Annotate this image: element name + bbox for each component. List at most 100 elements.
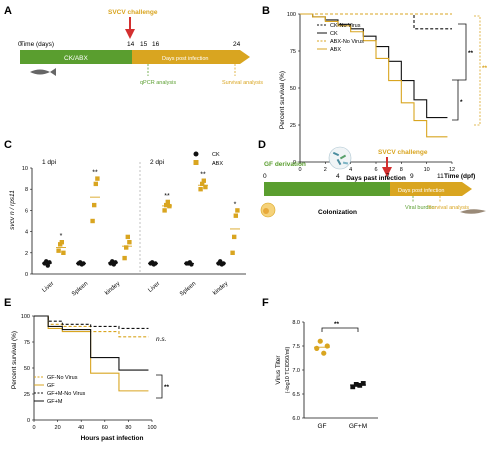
phase1-label: CK/ABX [64,55,89,62]
b-ytick-label: 25 [290,123,296,129]
b-xtick-label: 10 [424,167,430,173]
f-plot-area: 6.0 6.5 7.0 7.5 8.0 GF GF+M [292,320,378,430]
ck-abx-phase-bar [20,50,132,64]
c-ylabel: svcv n / rps11 [9,190,16,230]
d-infection-bar [390,182,472,196]
e-ytick-label: 100 [21,314,30,320]
f-category-label: GF+M [349,423,367,430]
legend-ck-novirus: CK-No Virus [330,23,361,29]
f-ylabel: Virus Titer [275,355,282,385]
c-point-abx [124,245,129,250]
c-category-label: kindey [212,281,229,297]
c-point-abx [90,218,95,224]
e-xtick-label: 60 [102,425,108,431]
b-legend: CK-No Virus CK ABX-No Virus ABX [317,23,364,53]
f-bracket [321,327,359,332]
tick-15: 15 [140,41,148,48]
e-bracket [156,374,163,399]
e-xlabel: Hours past infection [81,435,144,442]
f-point-gf [317,338,323,344]
panel-e-letter: E [4,297,11,309]
c-point-abx [56,248,61,253]
e-xtick-label: 40 [78,425,84,431]
c-point-abx [164,202,169,208]
larva-icon [460,209,486,214]
b-bracket-upper [458,23,467,81]
e-series-line-3 [34,315,149,371]
c-point-abx [122,255,127,261]
c-significance: * [234,201,237,208]
f-point-gf [324,343,330,349]
e-ytick-label: 25 [24,392,30,398]
f-point-gfm [350,384,356,390]
c-point-abx [200,181,205,187]
d-survival-note: Survival analysis [428,205,469,211]
survival-note: Survival analysis [222,80,263,86]
embryo-icon [260,202,276,218]
b-xtick-label: 12 [449,167,455,173]
c-ytick-label: 0 [25,272,28,278]
panel-d: D GF derivation SVCV challenge Time (dpf… [258,139,486,218]
b-xtick-label: 8 [400,167,403,173]
tick-16: 16 [152,41,160,48]
b-xtick-label: 6 [374,167,377,173]
legend-gf-novirus: GF-No Virus [47,375,78,381]
e-ylabel: Percent survival (%) [11,331,18,389]
c-ytick-label: 2 [25,251,28,257]
legend-gf: GF [47,383,55,389]
c-ytick-label: 10 [22,166,28,172]
legend-ck-label: CK [212,152,220,158]
e-ytick-label: 50 [24,366,30,372]
b-xlabel: Days past infection [346,175,406,182]
panel-d-letter: D [258,139,266,151]
e-ytick-label: 0 [27,418,30,424]
c-ytick-label: 6 [25,208,28,214]
d-tick-11: 11 [437,173,444,180]
c-point-ck [113,260,118,265]
c-point-ck [153,261,158,266]
f-point-gfm [357,382,363,388]
c-point-abx [167,203,172,209]
d-phase2-label: Days post infection [398,188,444,194]
e-sig: ** [164,384,170,391]
svcv-challenge-label: SVCV challenge [108,9,158,16]
b-ylabel: Percent survival (%) [279,71,286,129]
legend-gfm-novirus: GF+M-No Virus [47,391,86,397]
c-legend: CK ABX [193,151,223,167]
c-point-abx [125,234,130,240]
c-point-abx [127,240,132,245]
c-category-label: Spleen [179,281,197,298]
c-day1: 1 dpi [42,159,56,166]
legend-abx: ABX [330,47,341,53]
d-tick-7: 7 [386,173,390,180]
legend-abx-marker [193,160,199,165]
c-point-abx [201,178,206,183]
panel-c-letter: C [4,139,12,151]
f-point-gf [321,350,327,356]
legend-abx-label: ABX [212,161,223,167]
b-xtick-label: 0 [298,167,301,173]
c-category-label: Spleen [71,281,89,298]
panel-e: E Percent survival (%) Hours past infect… [4,297,170,442]
c-category-label: kindey [104,281,121,297]
c-plot-area: 0 2 4 6 8 10 Liver * Spleen ** kindey Liver ** Spleen… [22,162,246,298]
b-sig-gold: ** [482,65,488,72]
c-significance: ** [200,172,206,179]
b-ytick-label: 50 [290,86,296,92]
f-category-label: GF [317,423,326,430]
f-sig: ** [334,321,340,328]
c-ytick-label: 8 [25,187,28,193]
c-ytick-label: 4 [25,230,28,236]
f-ytick-label: 7.0 [292,368,300,374]
c-point-abx [230,250,235,255]
f-point-gf [314,345,320,351]
c-point-abx [59,240,64,245]
panel-b: B Percent survival (%) Days past infecti… [262,5,488,182]
panel-f-letter: F [262,297,269,309]
c-point-ck [81,261,86,266]
c-category-label: Liver [147,281,161,294]
c-point-abx [165,199,170,205]
d-tick-9: 9 [410,173,414,180]
e-legend: GF-No Virus GF GF+M-No Virus GF+M [34,375,86,405]
